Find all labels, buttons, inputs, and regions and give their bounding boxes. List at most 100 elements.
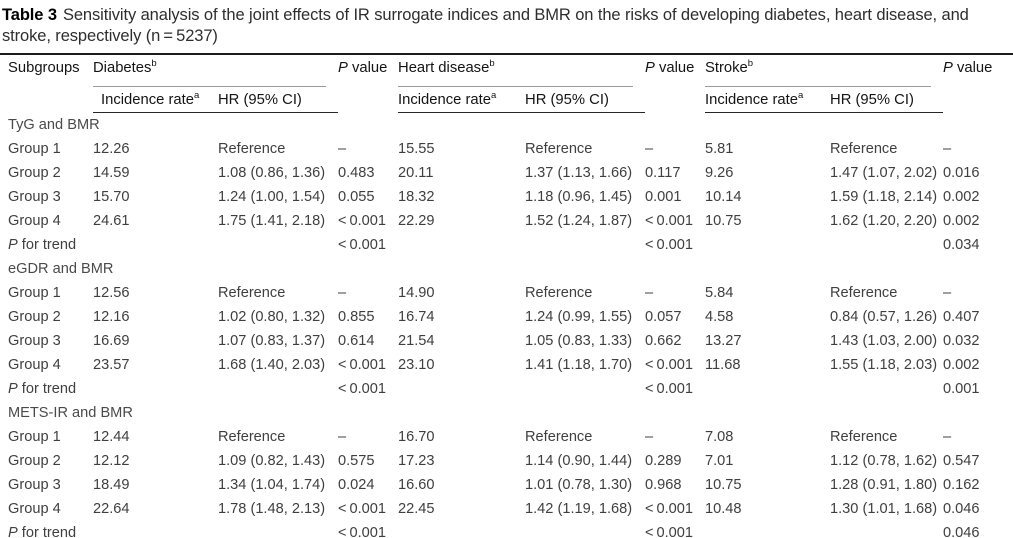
subgroup-cell: P for trend (0, 521, 93, 538)
value-cell: 9.26 (705, 165, 734, 181)
value-cell: 0.032 (943, 333, 980, 349)
value-cell: 0.001 (943, 381, 980, 397)
value-cell: 7.08 (705, 429, 734, 445)
subgroup-cell: Group 3 (8, 189, 61, 205)
value-cell: < 0.001 (645, 521, 706, 538)
incidence-rate-label: Incidence rate (101, 91, 194, 108)
value-cell (525, 521, 646, 538)
incidence-rate-label: Incidence rate (705, 91, 798, 108)
column-header-subgroups: Subgroups (8, 60, 80, 76)
table-caption-text: Sensitivity analysis of the joint effect… (2, 6, 969, 45)
value-cell: 1.41 (1.18, 1.70) (525, 357, 633, 373)
column-header-hr-diabetes: HR (95% CI) (218, 87, 339, 113)
value-cell: 12.56 (93, 285, 130, 301)
value-cell: – (943, 285, 952, 301)
value-cell: 15.55 (398, 141, 435, 157)
value-cell (830, 521, 944, 538)
table-row: Group 4 22.64 1.78 (1.48, 2.13) < 0.001 22.4… (0, 497, 1013, 521)
value-cell: 0.84 (0.57, 1.26) (830, 309, 938, 325)
footnote-mark-a: a (193, 89, 200, 101)
value-cell: 14.59 (93, 165, 130, 181)
subgroup-cell: P for trend (8, 237, 77, 253)
value-cell: 0.662 (645, 333, 682, 349)
value-cell: 0.575 (338, 453, 375, 469)
value-cell: – (645, 141, 654, 157)
footnote-mark-b: b (151, 58, 157, 70)
value-cell: 1.08 (0.86, 1.36) (218, 165, 326, 181)
value-cell: Reference (830, 141, 898, 157)
table-row: P for trend < 0.001 < 0.001 0.046 (0, 521, 1013, 538)
table-caption-label: Table 3 (2, 6, 57, 24)
subgroup-cell: Group 3 (8, 333, 61, 349)
value-cell: 1.18 (0.96, 1.45) (525, 189, 633, 205)
table-header: Subgroups Diabetesb P value Heart diseas… (0, 54, 1013, 113)
value-cell: – (338, 285, 347, 301)
value-cell (218, 233, 338, 257)
value-cell: 1.43 (1.03, 2.00) (830, 333, 938, 349)
value-cell (93, 377, 218, 401)
value-cell: < 0.001 (645, 213, 693, 229)
value-cell (705, 377, 830, 401)
value-cell: 22.29 (398, 213, 435, 229)
value-cell: 23.10 (398, 357, 435, 373)
value-cell: Reference (525, 285, 593, 301)
value-cell: < 0.001 (645, 501, 693, 517)
value-cell: 18.49 (93, 477, 130, 493)
value-cell: 1.59 (1.18, 2.14) (830, 189, 938, 205)
column-header-p-value-3: P value (943, 60, 993, 76)
value-cell: 0.024 (338, 477, 375, 493)
table-row: Group 1 12.56 Reference – 14.90 Reference – 5.8… (0, 281, 1013, 305)
header-row-1: Subgroups Diabetesb P value Heart diseas… (0, 54, 1013, 87)
column-header-heart-disease: Heart diseaseb (398, 54, 645, 87)
value-cell: 22.64 (93, 501, 130, 517)
column-header-p-value-2: P value (645, 60, 695, 76)
column-header-stroke: Strokeb (705, 54, 943, 87)
value-cell (525, 233, 645, 257)
spanner-underline (398, 86, 634, 87)
table-row: Group 1 12.44 Reference – 16.70 Reference – 7.0… (0, 425, 1013, 449)
value-cell: 15.70 (93, 189, 130, 205)
value-cell: 1.47 (1.07, 2.02) (830, 165, 938, 181)
table-caption: Table 3 Sensitivity analysis of the joint… (0, 0, 1013, 53)
value-cell: Reference (830, 285, 898, 301)
header-row-2: Incidence ratea HR (95% CI) Incidence ra… (0, 87, 1013, 113)
value-cell: 0.057 (645, 309, 682, 325)
table-row: Group 2 12.12 1.09 (0.82, 1.43) 0.575 17.23 1… (0, 449, 1013, 473)
sensitivity-analysis-table: Subgroups Diabetesb P value Heart diseas… (0, 53, 1013, 538)
table-row: P for trend < 0.001 < 0.001 0.001 (0, 377, 1013, 401)
value-cell: Reference (218, 429, 286, 445)
value-cell: – (338, 429, 347, 445)
subgroup-cell: Group 4 (8, 357, 61, 373)
value-cell: 17.23 (398, 453, 435, 469)
value-cell: Reference (218, 285, 286, 301)
value-cell: 16.69 (93, 333, 130, 349)
value-cell: 0.002 (943, 213, 980, 229)
value-cell: 22.45 (398, 501, 435, 517)
value-cell: 1.78 (1.48, 2.13) (218, 501, 326, 517)
value-cell (398, 521, 526, 538)
value-cell: < 0.001 (338, 237, 386, 253)
table-row: Group 1 12.26 Reference – 15.55 Reference – 5.8… (0, 137, 1013, 161)
value-cell: 1.34 (1.04, 1.74) (218, 477, 326, 493)
footnote-mark-b: b (489, 58, 495, 70)
value-cell: 10.48 (705, 501, 742, 517)
value-cell: 10.75 (705, 213, 742, 229)
subgroup-cell: Group 2 (8, 453, 61, 469)
value-cell: 1.55 (1.18, 2.03) (830, 357, 938, 373)
value-cell: 20.11 (398, 165, 434, 181)
value-cell: < 0.001 (338, 521, 399, 538)
value-cell: 0.046 (943, 501, 980, 517)
value-cell: – (645, 429, 654, 445)
value-cell: 16.70 (398, 429, 435, 445)
subgroup-cell: P for trend (8, 381, 77, 397)
incidence-rate-label: Incidence rate (398, 91, 491, 108)
value-cell: 1.05 (0.83, 1.33) (525, 333, 633, 349)
value-cell: 16.60 (398, 477, 435, 493)
heart-disease-label: Heart disease (398, 60, 490, 76)
subgroup-cell: Group 2 (8, 165, 61, 181)
subgroup-cell: Group 4 (8, 213, 61, 229)
table-row: Group 2 14.59 1.08 (0.86, 1.36) 0.483 20.11 1… (0, 161, 1013, 185)
column-header-incidence-rate-stroke: Incidence ratea (705, 87, 831, 113)
value-cell: 1.68 (1.40, 2.03) (218, 357, 326, 373)
